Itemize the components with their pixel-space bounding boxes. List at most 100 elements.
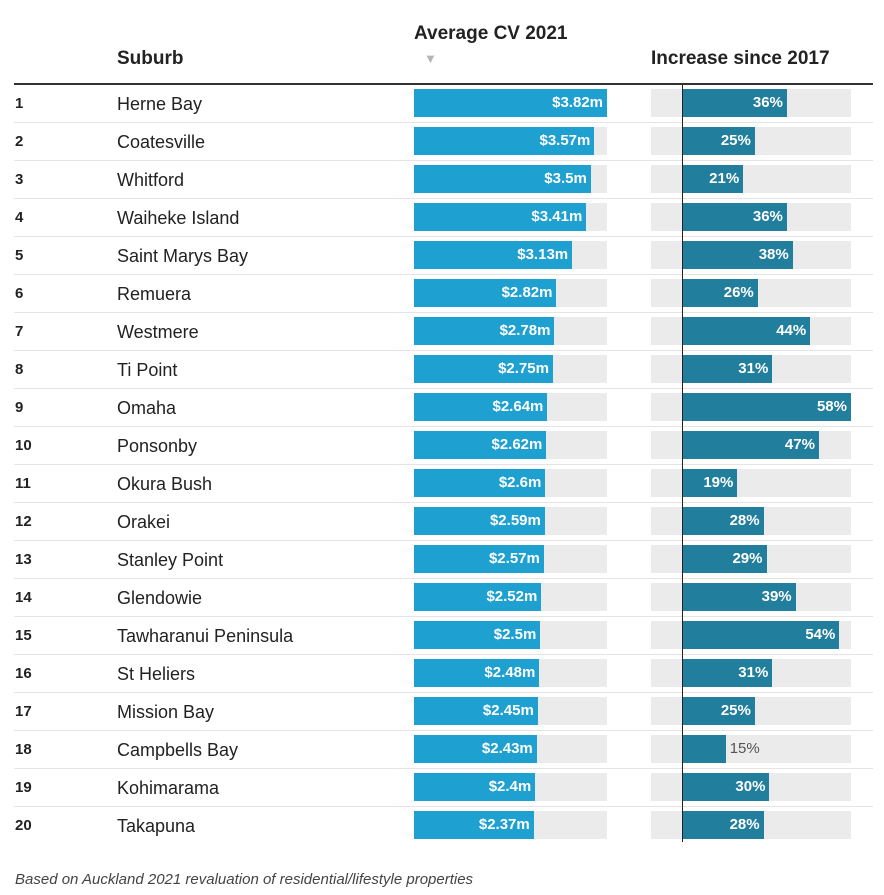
table-row: 5 Saint Marys Bay $3.13m 38% (0, 237, 884, 275)
increase-bar-track: 31% (651, 659, 851, 687)
table-row: 6 Remuera $2.82m 26% (0, 275, 884, 313)
column-header-suburb[interactable]: Suburb (117, 48, 184, 69)
cv-bar: $3.41m (414, 203, 587, 231)
increase-bar (682, 621, 840, 649)
suburb-cell: Whitford (117, 170, 185, 190)
increase-value-label: 54% (805, 626, 836, 643)
rank-cell: 15 (15, 627, 32, 644)
rank-cell: 11 (15, 475, 31, 492)
increase-bar (682, 545, 767, 573)
suburb-cell: Omaha (117, 398, 177, 418)
table-row: 3 Whitford $3.5m 21% (0, 161, 884, 199)
cv-bar: $3.57m (414, 127, 595, 155)
increase-zero-line (682, 85, 683, 842)
table-row: 20 Takapuna $2.37m 28% (0, 807, 884, 845)
suburb-cell: Campbells Bay (117, 740, 239, 760)
increase-bar-track: 36% (651, 203, 851, 231)
suburb-cell: Stanley Point (117, 550, 224, 570)
rank-cell: 17 (15, 703, 32, 720)
cv-bar-track: $2.43m (414, 735, 607, 763)
cv-bar: $2.43m (414, 735, 537, 763)
suburb-cell: Okura Bush (117, 474, 213, 494)
cv-bar: $2.37m (414, 811, 534, 839)
suburb-cell: Takapuna (117, 816, 196, 836)
suburb-cell: Mission Bay (117, 702, 215, 722)
cv-bar: $2.62m (414, 431, 547, 459)
increase-bar (682, 241, 793, 269)
table-row: 11 Okura Bush $2.6m 19% (0, 465, 884, 503)
suburb-cell: Orakei (117, 512, 171, 532)
table-row: 19 Kohimarama $2.4m 30% (0, 769, 884, 807)
cv-bar: $3.13m (414, 241, 573, 269)
cv-bar-track: $2.75m (414, 355, 607, 383)
increase-bar-track: 58% (651, 393, 851, 421)
cv-bar-track: $2.82m (414, 279, 607, 307)
rank-cell: 13 (15, 551, 32, 568)
suburb-cell: St Heliers (117, 664, 196, 684)
suburb-cell: Glendowie (117, 588, 203, 608)
increase-value-label: 44% (776, 322, 807, 339)
rank-cell: 10 (15, 437, 32, 454)
rank-cell: 19 (15, 779, 32, 796)
increase-bar (682, 203, 787, 231)
increase-bar (682, 583, 796, 611)
rank-cell: 3 (15, 171, 24, 188)
suburb-cell: Saint Marys Bay (117, 246, 249, 266)
cv-value-label: $3.13m (517, 246, 569, 263)
increase-bar-track: 30% (651, 773, 851, 801)
table-row: 7 Westmere $2.78m 44% (0, 313, 884, 351)
table-row: 12 Orakei $2.59m 28% (0, 503, 884, 541)
increase-value-label: 31% (738, 664, 769, 681)
cv-bar: $2.57m (414, 545, 544, 573)
rank-cell: 14 (15, 589, 32, 606)
increase-bar-track: 47% (651, 431, 851, 459)
increase-value-label: 26% (723, 284, 754, 301)
increase-value-label: 39% (761, 588, 792, 605)
table-row: 15 Tawharanui Peninsula $2.5m 54% (0, 617, 884, 655)
cv-value-label: $2.75m (498, 360, 549, 377)
cv-bar: $2.4m (414, 773, 536, 801)
cv-bar-track: $2.5m (414, 621, 607, 649)
increase-bar (682, 735, 726, 763)
increase-value-label: 25% (720, 702, 751, 719)
rank-cell: 4 (15, 209, 24, 226)
increase-value-label: 15% (729, 740, 760, 757)
cv-bar-track: $2.48m (414, 659, 607, 687)
table-row: 2 Coatesville $3.57m 25% (0, 123, 884, 161)
increase-bar (682, 317, 811, 345)
increase-value-label: 36% (752, 94, 783, 111)
increase-bar-track: 31% (651, 355, 851, 383)
rank-cell: 20 (15, 817, 32, 834)
increase-bar-track: 28% (651, 811, 851, 839)
suburb-cell: Waiheke Island (117, 208, 240, 228)
cv-bar-track: $3.5m (414, 165, 607, 193)
increase-value-label: 58% (816, 398, 847, 415)
column-header-average-cv[interactable]: Average CV 2021 (414, 23, 568, 44)
cv-bar: $2.6m (414, 469, 546, 497)
cv-value-label: $3.82m (552, 94, 603, 111)
cv-bar-track: $2.37m (414, 811, 607, 839)
increase-value-label: 30% (735, 778, 766, 795)
increase-bar (682, 393, 851, 421)
rank-cell: 18 (15, 741, 32, 758)
cv-bar-track: $2.52m (414, 583, 607, 611)
rank-cell: 1 (15, 95, 24, 112)
cv-bar-track: $2.78m (414, 317, 607, 345)
cv-value-label: $2.59m (489, 512, 541, 529)
increase-bar-track: 36% (651, 89, 851, 117)
increase-bar-track: 54% (651, 621, 851, 649)
increase-bar-track: 39% (651, 583, 851, 611)
cv-bar-track: $2.45m (414, 697, 607, 725)
increase-value-label: 29% (732, 550, 763, 567)
cv-bar: $3.5m (414, 165, 591, 193)
cv-bar: $2.64m (414, 393, 548, 421)
cv-bar: $2.75m (414, 355, 553, 383)
cv-value-label: $2.78m (499, 322, 551, 339)
table-header: Suburb Average CV 2021 ▼ Increase since … (0, 0, 884, 86)
increase-value-label: 21% (709, 170, 740, 187)
sort-descending-icon[interactable]: ▼ (424, 51, 437, 66)
column-header-increase[interactable]: Increase since 2017 (651, 48, 830, 69)
suburb-cell: Westmere (117, 322, 199, 342)
table-row: 16 St Heliers $2.48m 31% (0, 655, 884, 693)
cv-bar: $2.59m (414, 507, 545, 535)
